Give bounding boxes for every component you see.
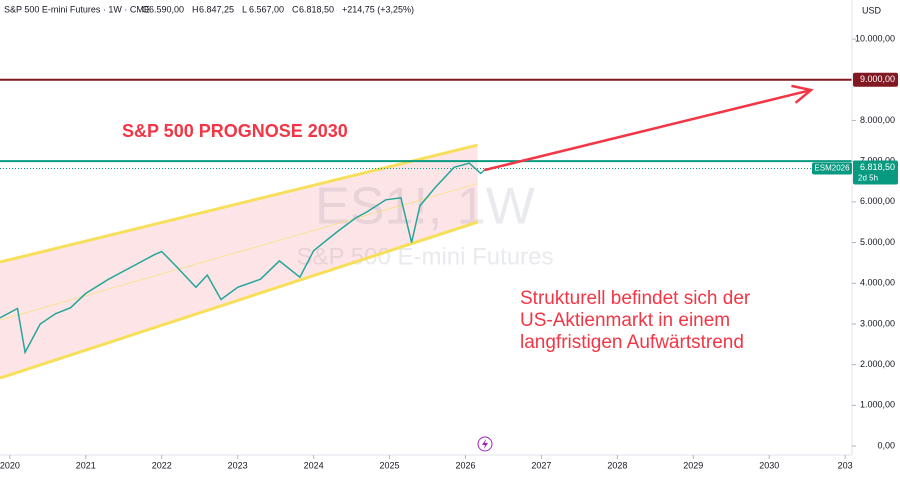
- symbol-label: ESM2026: [814, 164, 850, 173]
- ohlc-value: 6.567,00: [249, 4, 284, 14]
- x-tick-label: 2023: [228, 460, 248, 470]
- ohlc-label: L: [242, 4, 247, 14]
- x-tick-label: 2021: [76, 460, 96, 470]
- x-tick-label: 203: [838, 460, 853, 470]
- y-tick-label: 1.000,00: [860, 400, 895, 410]
- x-tick-label: 2026: [455, 460, 475, 470]
- forecast-title: S&P 500 PROGNOSE 2030: [122, 121, 348, 141]
- x-tick-label: 2024: [304, 460, 324, 470]
- symbol-info: S&P 500 E-mini Futures · 1W · CME: [4, 4, 150, 14]
- ohlc-label: O: [142, 4, 149, 14]
- y-tick-label: 6.000,00: [860, 196, 895, 206]
- arrow-head: [791, 84, 814, 104]
- level-label: 9.000,00: [860, 74, 895, 84]
- level-label-box: [853, 72, 898, 87]
- y-tick-label: 2.000,00: [860, 359, 895, 369]
- x-tick-label: 2020: [0, 460, 20, 470]
- price-line: [0, 162, 487, 355]
- ohlc-value: 6.590,00: [149, 4, 184, 14]
- y-tick-label: 8.000,00: [860, 115, 895, 125]
- currency: USD: [862, 5, 882, 15]
- y-tick-label: 4.000,00: [860, 278, 895, 288]
- axes: 0,00 1.000,00 2.000,00 3.000,00 4.000,00 5.00…: [0, 33, 898, 470]
- annotation: langfristigen Aufwärtstrend: [520, 332, 744, 353]
- ohlc-value: 6.847,25: [199, 4, 234, 14]
- symbol-box: [812, 162, 852, 175]
- y-tick-label: 0,00: [877, 440, 895, 450]
- channel-fill: [0, 145, 478, 379]
- channel-lower: [0, 220, 479, 380]
- ohlc-label: H: [192, 4, 199, 14]
- x-tick-label: 2028: [607, 460, 627, 470]
- forecast-arrow: [484, 88, 812, 172]
- channel-upper: [0, 143, 478, 264]
- ohlc-label: C: [292, 4, 299, 14]
- countdown: 2d 5h: [858, 174, 878, 183]
- last-price-label: 6.818,50: [860, 162, 895, 172]
- x-tick-label: 2029: [683, 460, 703, 470]
- last-price-box: [853, 160, 898, 185]
- channel-mid: [0, 183, 478, 321]
- x-tick-label: 2025: [380, 460, 400, 470]
- y-tick-label: 5.000,00: [860, 237, 895, 247]
- watermark: ES1!, 1W: [315, 178, 535, 236]
- y-tick-label: 7.000,00: [860, 156, 895, 166]
- y-tick-label: 3.000,00: [860, 318, 895, 328]
- x-tick-label: 2030: [759, 460, 779, 470]
- annotation: Strukturell befindet sich der: [520, 288, 751, 309]
- change: +214,75 (+3,25%): [342, 4, 414, 14]
- event-icon-bolt: [482, 439, 488, 449]
- y-tick-label: 10.000,00: [855, 33, 895, 43]
- x-tick-label: 2027: [531, 460, 551, 470]
- x-tick-label: 2022: [152, 460, 172, 470]
- annotation: US-Aktienmarkt in einem: [520, 310, 730, 331]
- ohlc-value: 6.818,50: [299, 4, 334, 14]
